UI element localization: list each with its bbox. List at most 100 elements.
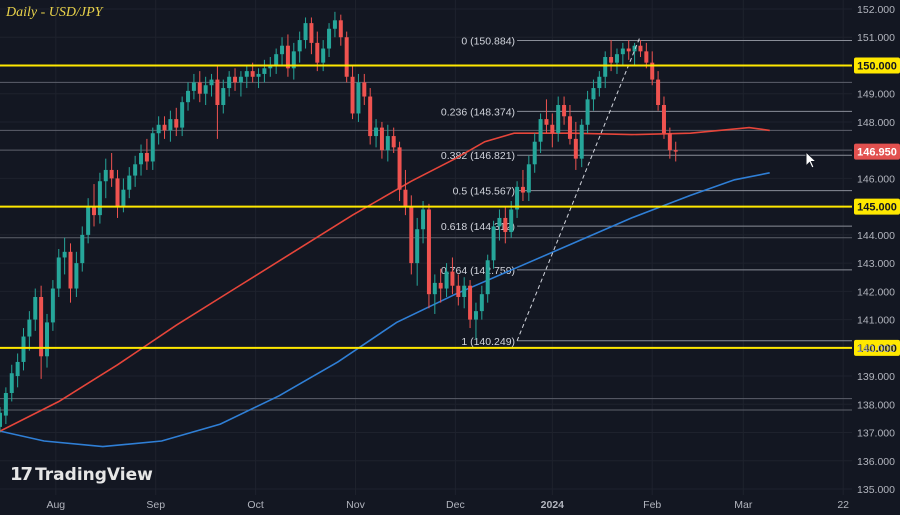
horizontal-levels[interactable]: 150.000 145.000 140.000 [0, 57, 900, 356]
x-tick-label-2: Oct [247, 499, 263, 511]
candle-body-88 [515, 186, 520, 210]
candle-body-90 [526, 164, 531, 193]
candle-body-106 [620, 48, 625, 55]
candle-body-16 [92, 206, 97, 216]
cursor-arrow-icon [805, 150, 818, 169]
candle-body-82 [479, 294, 484, 312]
candle-body-8 [45, 322, 50, 357]
y-tick-label-13: 137.000 [857, 428, 895, 440]
candle-body-43 [250, 71, 255, 77]
candle-body-53 [309, 23, 314, 43]
fib-label-4: 0.618 (144.312) [441, 221, 515, 233]
candle-body-107 [626, 48, 631, 52]
candle-body-13 [74, 263, 79, 289]
candle-body-76 [444, 271, 449, 289]
candle-body-66 [385, 136, 390, 151]
y-tick-label-15: 135.000 [857, 484, 895, 496]
candle-body-92 [538, 119, 543, 142]
candle-body-45 [262, 68, 267, 74]
candle-body-54 [315, 42, 320, 63]
y-tick-label-1: 151.000 [857, 32, 895, 44]
y-tick-label-12: 138.000 [857, 399, 895, 411]
candle-body-2 [9, 373, 14, 393]
candle-body-49 [285, 45, 290, 69]
candle-body-78 [456, 285, 461, 297]
fibonacci-retracement[interactable]: 0 (150.884) 0.236 (148.374) 0.382 (146.821… [441, 36, 852, 348]
candle-body-72 [421, 209, 426, 230]
ma-200-line [0, 172, 770, 448]
candle-body-77 [450, 271, 455, 286]
candle-body-48 [280, 45, 285, 55]
x-tick-label-3: Nov [346, 499, 365, 511]
candle-body-41 [238, 76, 243, 83]
candle-body-11 [62, 251, 67, 258]
level-badge-label-0: 150.000 [857, 60, 897, 72]
candle-body-89 [520, 186, 525, 193]
candle-body-51 [297, 40, 302, 52]
candle-body-20 [115, 178, 120, 207]
x-tick-label-5: 2024 [541, 499, 565, 511]
candle-body-71 [415, 229, 420, 264]
tradingview-logo: 17 TradingView [10, 464, 153, 485]
candle-body-18 [103, 169, 108, 182]
candle-body-86 [503, 217, 508, 233]
trendline[interactable] [516, 35, 641, 341]
tradingview-logo-icon: 17 [10, 464, 33, 485]
tradingview-logo-text: TradingView [35, 464, 153, 485]
y-tick-label-0: 152.000 [857, 4, 895, 16]
candle-body-47 [274, 54, 279, 66]
candle-body-101 [591, 88, 596, 100]
level-badge-0 [854, 57, 900, 74]
candle-body-21 [121, 189, 126, 207]
candle-body-3 [15, 361, 20, 377]
fib-label-0: 0 (150.884) [461, 36, 515, 48]
fib-label-1: 0.236 (148.374) [441, 106, 515, 118]
candle-body-80 [468, 285, 473, 320]
candle-body-5 [27, 319, 32, 337]
last-price-badge [854, 143, 900, 160]
grid [0, 0, 852, 495]
candle-body-70 [409, 206, 414, 264]
level-badge-1 [854, 198, 900, 215]
candle-body-33 [191, 82, 196, 91]
candle-body-31 [180, 102, 185, 128]
candle-body-39 [227, 76, 232, 89]
candle-body-9 [50, 288, 55, 323]
candle-body-24 [139, 153, 144, 165]
candle-body-12 [68, 251, 73, 289]
candle-body-55 [321, 48, 326, 63]
candle-body-23 [133, 164, 138, 176]
last-price-label: 146.950 [857, 147, 897, 159]
candle-body-60 [350, 76, 355, 114]
candle-body-68 [397, 147, 402, 190]
candle-body-62 [362, 82, 367, 97]
candle-body-102 [597, 76, 602, 89]
y-tick-label-3: 148.000 [857, 117, 895, 129]
candle-body-26 [150, 133, 155, 162]
y-tick-label-6: 144.000 [857, 230, 895, 242]
candle-body-75 [438, 282, 443, 289]
candle-body-52 [303, 23, 308, 41]
candle-body-25 [144, 153, 149, 162]
candle-body-84 [491, 226, 496, 261]
x-tick-label-7: Mar [734, 499, 753, 511]
candle-body-59 [344, 37, 349, 77]
candle-body-100 [585, 99, 590, 125]
candle-body-91 [532, 141, 537, 165]
fib-label-5: 0.764 (142.759) [441, 265, 515, 277]
candle-body-105 [614, 54, 619, 63]
time-axis[interactable]: Aug Sep Oct Nov Dec 2024 Feb Mar 22 [46, 499, 849, 511]
candle-body-27 [156, 124, 161, 134]
y-tick-label-10: 140.000 [857, 343, 895, 355]
candle-body-111 [650, 62, 655, 80]
candle-body-57 [332, 20, 337, 29]
x-tick-label-1: Sep [146, 499, 165, 511]
candle-body-22 [127, 175, 132, 190]
candle-body-73 [426, 209, 431, 295]
fib-label-2: 0.382 (146.821) [441, 150, 515, 162]
candle-body-61 [356, 82, 361, 114]
moving-averages [0, 126, 770, 448]
price-axis[interactable]: 152.000151.000149.000148.000147.000146.0… [854, 4, 900, 496]
candle-body-110 [644, 51, 649, 63]
